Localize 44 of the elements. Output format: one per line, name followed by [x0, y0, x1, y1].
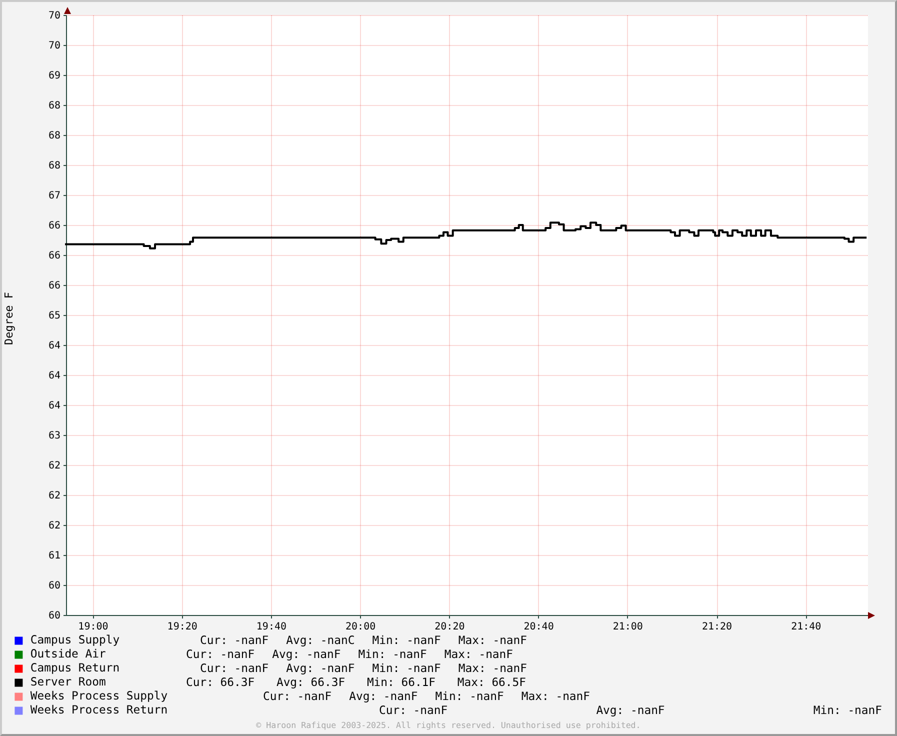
text: Cur: -nanF Avg: -nanF Min: -nanF: [379, 702, 882, 717]
legend-label: Campus Supply: [30, 632, 120, 647]
y-tick-label: 66: [48, 220, 60, 232]
y-tick-label: 67: [48, 190, 60, 202]
y-tick-label: 60: [48, 610, 60, 622]
legend-label: Server Room: [30, 674, 106, 689]
text: © Haroon Rafique 2003-2025. All rights reserved. Unauthorised use prohibited.: [255, 720, 642, 730]
text: Cur: -nanF Avg: -nanF Min: -nanF Max: -nanF: [263, 688, 590, 703]
y-tick-label: 62: [48, 490, 60, 502]
y-tick-label: 68: [48, 130, 60, 142]
x-tick-label: 19:40: [256, 622, 287, 632]
legend-label: Weeks Process Supply: [30, 688, 168, 703]
y-tick-label: 61: [48, 550, 60, 562]
y-tick-label: 65: [48, 310, 60, 322]
y-tick-label: 64: [48, 400, 60, 412]
x-tick-label: 21:40: [791, 622, 822, 632]
y-tick-label: 70: [48, 40, 60, 52]
x-tick-label: 21:20: [702, 622, 732, 632]
y-tick-label: 68: [48, 160, 60, 172]
x-tick-label: 19:00: [78, 622, 108, 632]
y-tick-label: 62: [48, 460, 60, 472]
text: Cur: -nanF Avg: -nanF Min: -nanF Max: -nanF: [186, 646, 513, 661]
x-tick-label: 20:00: [346, 622, 376, 632]
text: Cur: -nanF Avg: -nanC Min: -nanF Max: -nanF: [200, 632, 527, 647]
text: Cur: -nanF Avg: -nanF Min: -nanF Max: -nanF: [200, 660, 527, 675]
x-tick-label: 19:20: [167, 622, 198, 632]
y-tick-label: 60: [48, 580, 60, 592]
legend-label: Outside Air: [30, 646, 106, 661]
y-tick-label: 69: [48, 70, 60, 82]
y-tick-label: 64: [48, 370, 60, 382]
text: Cur: 66.3F Avg: 66.3F Min: 66.1F Max: 66.5F: [186, 674, 526, 689]
y-tick-label: 66: [48, 280, 60, 292]
y-axis-title: Degree F: [2, 292, 16, 345]
y-tick-label: 62: [48, 520, 60, 532]
legend-label: Campus Return: [30, 660, 120, 675]
x-tick-label: 20:20: [434, 622, 465, 632]
y-tick-label: 70: [48, 10, 60, 22]
y-tick-label: 63: [48, 430, 60, 442]
x-tick-label: 20:40: [524, 622, 554, 632]
y-tick-label: 68: [48, 100, 60, 112]
y-tick-label: 66: [48, 250, 60, 262]
legend-label: Weeks Process Return: [30, 702, 168, 717]
y-tick-label: 64: [48, 340, 60, 352]
x-tick-label: 21:00: [612, 622, 643, 632]
